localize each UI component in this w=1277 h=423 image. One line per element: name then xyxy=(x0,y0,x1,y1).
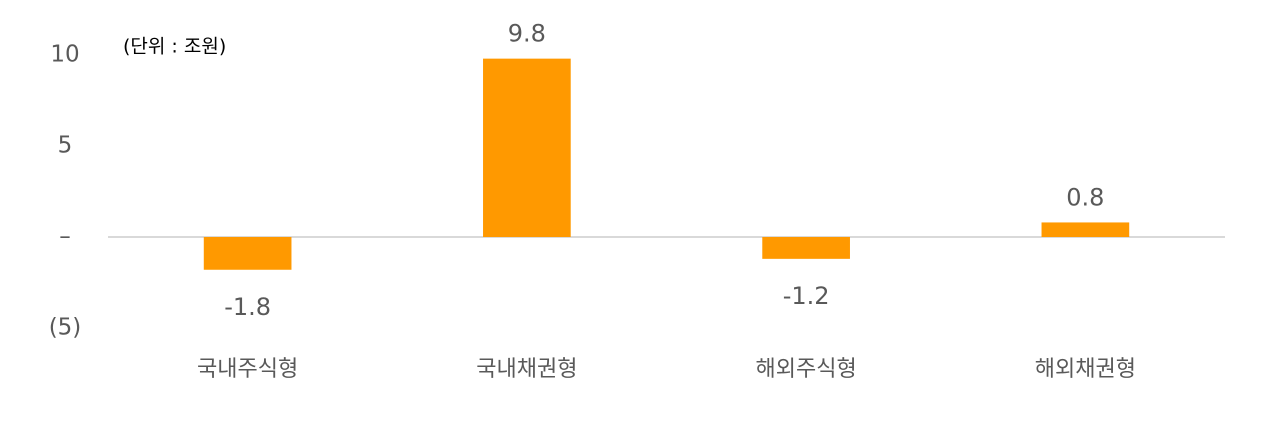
bar xyxy=(483,58,571,237)
y-tick-label: 5 xyxy=(58,133,73,159)
x-tick-label: 국내주식형 xyxy=(197,357,298,382)
value-label: 0.8 xyxy=(1066,183,1104,211)
value-label: 9.8 xyxy=(508,20,546,48)
bar xyxy=(762,237,850,259)
y-tick-label: – xyxy=(59,224,71,250)
bar xyxy=(1041,222,1130,237)
value-label: -1.8 xyxy=(224,293,271,321)
bar xyxy=(203,237,292,270)
x-tick-label: 국내채권형 xyxy=(476,357,577,382)
value-label: -1.2 xyxy=(783,282,830,310)
y-tick-label: (5) xyxy=(49,315,82,341)
x-tick-label: 해외주식형 xyxy=(756,357,857,382)
unit-note: (단위 : 조원) xyxy=(123,36,226,58)
y-tick-label: 10 xyxy=(50,42,79,68)
x-tick-label: 해외채권형 xyxy=(1035,357,1136,382)
